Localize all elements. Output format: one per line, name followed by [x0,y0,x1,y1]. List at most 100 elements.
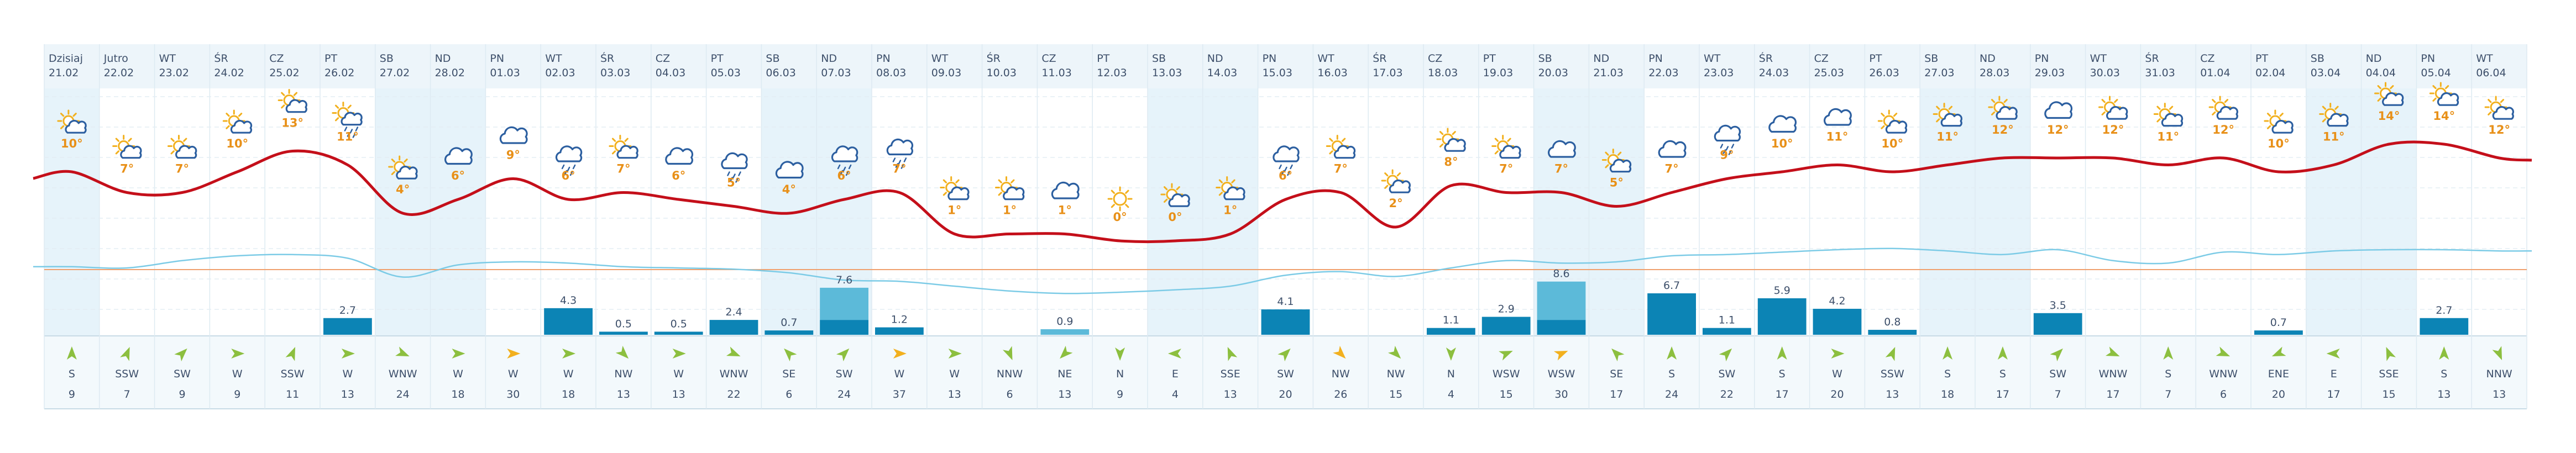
sun-ray [2432,97,2437,102]
sun-cloud-icon [112,135,142,159]
rain-value-label: 0.7 [2270,317,2287,329]
sun-ray [60,113,65,117]
wind-speed: 22 [727,388,740,401]
sun-ray [60,125,65,129]
day-date: 21.03 [1593,67,1623,79]
wind-direction: SSE [1221,368,1240,380]
rain-value-label: 4.2 [1829,295,1845,307]
day-date: 10.03 [987,67,1017,79]
rain-bar [1813,308,1862,335]
wind-speed: 17 [1776,388,1789,401]
sun-ray [1991,99,1996,103]
sun-ray [955,179,960,183]
cloud-shape [2382,92,2404,106]
sun-ray [183,138,187,142]
sun-ray [347,104,352,109]
rain-drop [845,171,849,176]
wind-arrow-icon [341,348,355,359]
rain-icon [721,152,748,183]
wind-speed: 11 [286,388,299,401]
sun-cloud-icon [940,176,970,201]
sun-ray [1218,179,1223,183]
day-date: 26.03 [1869,67,1899,79]
sun-ray [611,150,616,155]
day-date: 03.03 [600,67,630,79]
rain-drop [347,132,350,137]
rain-drop [732,173,736,178]
day-date: 29.03 [2035,67,2065,79]
wind-speed: 15 [1500,388,1513,401]
day-name: SB [380,52,394,65]
sun-ray [2101,99,2106,103]
wind-direction: NE [1057,368,1072,380]
sun-ray [1439,131,1444,135]
wind-speed: 17 [1610,388,1623,401]
temperature-label: 12° [1992,123,2014,136]
rain-drop [1720,144,1724,149]
sun-ray [128,138,132,142]
wind-speed: 30 [1554,388,1568,401]
sun-ray [2444,85,2449,89]
sun-cloud-icon [1877,109,1908,134]
day-date: 04.03 [656,67,685,79]
day-name: Jutro [103,52,128,65]
wind-direction: SSE [2379,368,2399,380]
wind-direction: W [232,368,243,380]
day-name: CZ [1041,52,1056,65]
rain-drop [349,129,353,134]
day-name: SB [2311,52,2324,65]
wind-speed: 18 [451,388,464,401]
day-name: CZ [269,52,284,65]
day-date: 02.04 [2255,67,2285,79]
day-date: 15.03 [1263,67,1292,79]
wind-direction: S [1779,368,1786,380]
sun-cloud-icon [1988,96,2018,120]
wind-speed: 24 [1665,388,1678,401]
sun-ray [1881,125,1885,129]
sun-ray [2322,118,2327,123]
rain-value-label: 6.7 [1663,280,1680,292]
day-date: 14.03 [1207,67,1237,79]
sun-ray [2377,85,2381,89]
sun-ray [2003,99,2008,103]
sun-ray [334,117,339,122]
wind-speed: 13 [1886,388,1899,401]
wind-arrow-icon [395,346,410,356]
wind-arrow-icon [1227,346,1238,361]
cloud-icon [665,147,694,165]
sun-ray [1936,106,1940,110]
sun-ray [1494,150,1499,155]
rain-drop [1722,149,1726,154]
temperature-label: 0° [1168,210,1182,224]
temperature-label: 1° [1223,204,1237,217]
wind-speed: 13 [948,388,961,401]
wind-direction: E [2331,368,2337,380]
rain-bar [2420,318,2469,335]
temperature-label: 7° [616,162,630,176]
cloud-shape [2106,106,2128,120]
day-name: PN [1263,52,1277,65]
day-name: SB [766,52,779,65]
temperature-label: 12° [2102,123,2124,136]
wind-arrow-icon [948,349,962,359]
sun-ray [334,104,339,109]
wind-direction: W [563,368,574,380]
sun-ray [2488,111,2492,115]
wind-speed: 22 [1720,388,1734,401]
wind-direction: SW [1277,368,1294,380]
rain-value-label: 0.5 [615,318,632,330]
day-date: 01.04 [2200,67,2230,79]
wind-speed: 20 [1830,388,1844,401]
temperature-label: 7° [1554,162,1568,176]
day-date: 16.03 [1317,67,1347,79]
temperature-label: 0° [1113,210,1127,224]
temperature-label: 9° [1720,149,1734,162]
day-name: PT [1483,52,1496,65]
wind-speed: 6 [2220,388,2227,401]
wind-arrow-icon [507,349,521,359]
wind-speed: 30 [506,388,520,401]
day-name: PT [324,52,337,65]
temperature-label: 11° [1826,130,1849,144]
